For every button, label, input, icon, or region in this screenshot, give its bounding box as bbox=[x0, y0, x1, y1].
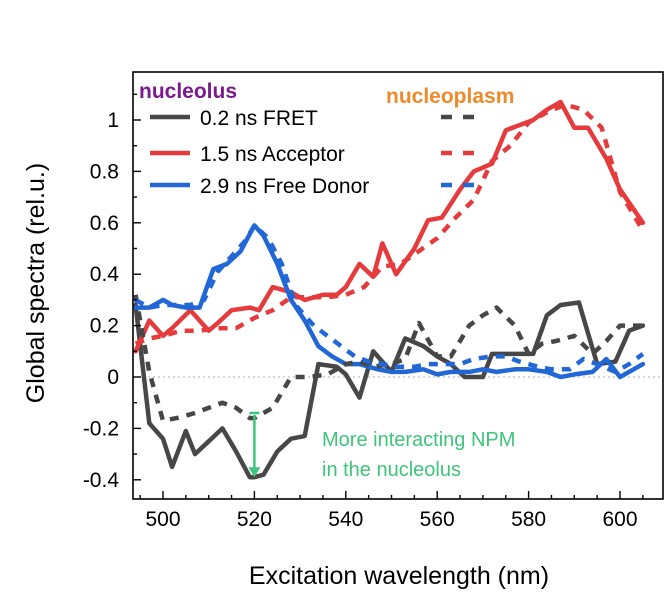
x-tick-label: 580 bbox=[511, 508, 546, 531]
x-tick-label: 500 bbox=[145, 508, 180, 531]
annotation-layer: More interacting NPM in the nucleolus bbox=[248, 411, 515, 481]
series-line-nucleolus-1-5-ns-acceptor bbox=[133, 99, 646, 354]
legend-group-title-nucleolus: nucleolus bbox=[139, 80, 237, 103]
series-layer bbox=[133, 99, 646, 480]
series-line-nucleolus-2-9-ns-free-donor bbox=[133, 223, 646, 380]
y-axis-title: Global spectra (rel.u.) bbox=[22, 163, 50, 403]
y-tick-label: 0.6 bbox=[90, 212, 119, 235]
series-line-nucleoplasm-0-2-ns-fret bbox=[133, 294, 643, 423]
legend-label: 0.2 ns FRET bbox=[200, 107, 318, 130]
legend-layer: nucleolus nucleoplasm 0.2 ns FRET 1.5 ns Ac… bbox=[139, 80, 514, 198]
y-tick-label: -0.2 bbox=[83, 417, 119, 440]
y-tick-label: 0.8 bbox=[90, 160, 119, 183]
series-line-nucleolus-0-2-ns-fret bbox=[133, 300, 646, 480]
legend-label: 2.9 ns Free Donor bbox=[200, 175, 369, 198]
x-tick-label: 560 bbox=[420, 508, 455, 531]
axes-layer: 500 520 540 560 580 600 -0.4 -0.2 0 0.2 0.4 0.6 0.8 1 bbox=[83, 71, 664, 531]
x-tick-label: 540 bbox=[328, 508, 363, 531]
plot-frame bbox=[132, 71, 664, 500]
series-line-nucleoplasm-2-9-ns-free-donor bbox=[134, 223, 645, 375]
y-tick-label: 0.2 bbox=[90, 315, 119, 338]
x-tick-label: 520 bbox=[237, 508, 272, 531]
annotation-arrow-head bbox=[248, 467, 261, 478]
annotation-text-line-1: More interacting NPM bbox=[322, 429, 515, 451]
y-tick-label: 1 bbox=[107, 109, 119, 132]
x-tick-label: 600 bbox=[602, 508, 637, 531]
legend-label: 1.5 ns Acceptor bbox=[200, 143, 345, 166]
series-line-nucleoplasm-1-5-ns-acceptor bbox=[134, 102, 645, 346]
y-tick-label: -0.4 bbox=[83, 469, 120, 492]
y-tick-label: 0.4 bbox=[90, 263, 120, 286]
legend-group-title-nucleoplasm: nucleoplasm bbox=[386, 85, 514, 108]
annotation-text-line-2: in the nucleolus bbox=[322, 459, 461, 481]
y-tick-label: 0 bbox=[107, 366, 119, 389]
x-axis-title: Excitation wavelength (nm) bbox=[249, 562, 549, 590]
